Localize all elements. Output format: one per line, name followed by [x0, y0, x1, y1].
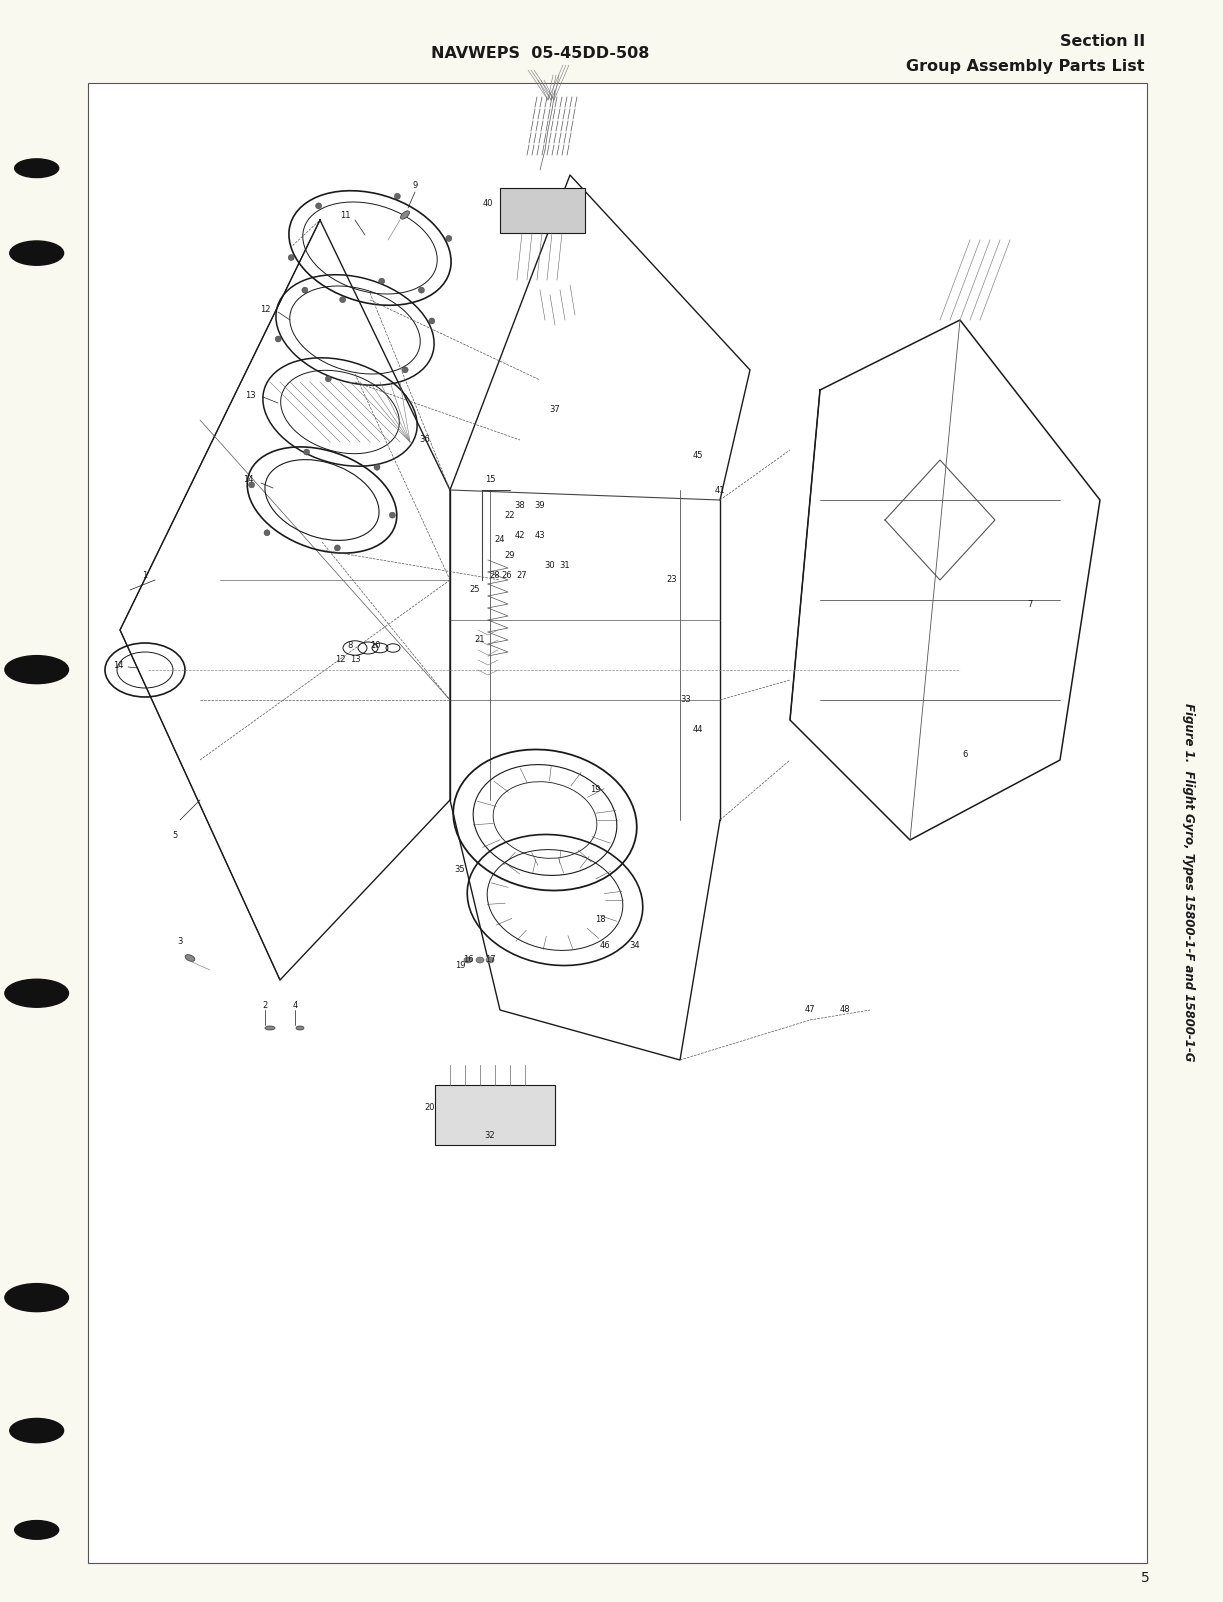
- Ellipse shape: [316, 203, 322, 208]
- Text: 45: 45: [692, 450, 703, 460]
- Text: 48: 48: [840, 1006, 850, 1014]
- Text: 14: 14: [113, 660, 124, 670]
- Text: 15: 15: [484, 476, 495, 484]
- Text: 14: 14: [242, 476, 253, 484]
- Text: 40: 40: [483, 199, 493, 208]
- Text: 35: 35: [455, 865, 465, 875]
- Text: 42: 42: [515, 530, 525, 540]
- Ellipse shape: [400, 211, 410, 219]
- Text: 33: 33: [681, 695, 691, 705]
- Text: 12: 12: [335, 655, 345, 665]
- Text: 13: 13: [245, 391, 256, 399]
- Ellipse shape: [446, 235, 451, 242]
- Text: 19: 19: [589, 785, 600, 795]
- Bar: [500, 187, 585, 232]
- Text: 12: 12: [259, 306, 270, 314]
- Text: 38: 38: [515, 500, 526, 509]
- Text: 32: 32: [484, 1131, 495, 1139]
- Text: 23: 23: [667, 575, 678, 585]
- Ellipse shape: [389, 513, 395, 517]
- Ellipse shape: [429, 317, 435, 324]
- Ellipse shape: [394, 194, 400, 199]
- Text: 24: 24: [495, 535, 505, 545]
- Text: NAVWEPS  05-45DD-508: NAVWEPS 05-45DD-508: [430, 46, 649, 61]
- Ellipse shape: [5, 655, 68, 684]
- Bar: [435, 1085, 555, 1145]
- Text: 25: 25: [470, 585, 481, 594]
- Text: 3: 3: [177, 937, 182, 947]
- Ellipse shape: [476, 956, 484, 963]
- Text: 20: 20: [424, 1104, 435, 1112]
- Text: 7: 7: [1027, 601, 1032, 609]
- Text: 1: 1: [142, 570, 148, 580]
- Text: 10: 10: [369, 641, 380, 649]
- Text: 47: 47: [805, 1006, 816, 1014]
- Ellipse shape: [374, 465, 380, 471]
- Text: 46: 46: [599, 940, 610, 950]
- Ellipse shape: [340, 296, 346, 303]
- Ellipse shape: [302, 287, 308, 293]
- Text: 6: 6: [963, 750, 967, 759]
- Ellipse shape: [334, 545, 340, 551]
- Text: 19: 19: [455, 961, 465, 969]
- Text: 39: 39: [534, 500, 545, 509]
- Text: 37: 37: [549, 405, 560, 415]
- Ellipse shape: [5, 979, 68, 1008]
- Text: 41: 41: [714, 485, 725, 495]
- Text: 43: 43: [534, 530, 545, 540]
- Text: 4: 4: [292, 1001, 297, 1009]
- Ellipse shape: [265, 1025, 275, 1030]
- Ellipse shape: [325, 376, 331, 381]
- Text: 2: 2: [263, 1001, 268, 1009]
- Ellipse shape: [296, 1025, 305, 1030]
- Ellipse shape: [185, 955, 194, 961]
- Text: 27: 27: [516, 570, 527, 580]
- Ellipse shape: [5, 1283, 68, 1312]
- Ellipse shape: [486, 956, 494, 963]
- Text: 22: 22: [505, 511, 515, 519]
- Ellipse shape: [303, 449, 309, 455]
- Text: 44: 44: [692, 726, 703, 734]
- Text: Group Assembly Parts List: Group Assembly Parts List: [906, 59, 1145, 74]
- Text: 18: 18: [594, 915, 605, 924]
- Ellipse shape: [379, 279, 385, 284]
- Text: 28: 28: [489, 570, 500, 580]
- Text: 31: 31: [560, 561, 570, 569]
- Text: 26: 26: [501, 570, 512, 580]
- Text: Figure 1.  Flight Gyro, Types 15800-1-F and 15800-1-G: Figure 1. Flight Gyro, Types 15800-1-F a…: [1181, 703, 1195, 1061]
- Text: 11: 11: [340, 210, 350, 219]
- Ellipse shape: [10, 240, 64, 266]
- Text: Section II: Section II: [1060, 35, 1145, 50]
- Text: 34: 34: [630, 940, 641, 950]
- Text: 8: 8: [347, 641, 352, 649]
- Ellipse shape: [402, 367, 408, 373]
- Text: 13: 13: [350, 655, 361, 665]
- Text: 5: 5: [172, 830, 177, 839]
- Ellipse shape: [264, 530, 270, 535]
- Text: 36: 36: [419, 436, 430, 444]
- Ellipse shape: [248, 482, 254, 489]
- Bar: [88, 83, 1147, 1564]
- Text: 16: 16: [462, 955, 473, 964]
- Text: 5: 5: [1141, 1572, 1150, 1584]
- Ellipse shape: [418, 287, 424, 293]
- Ellipse shape: [15, 1520, 59, 1540]
- Ellipse shape: [464, 956, 472, 963]
- Text: 17: 17: [484, 955, 495, 964]
- Ellipse shape: [10, 1418, 64, 1443]
- Ellipse shape: [289, 255, 295, 261]
- Ellipse shape: [15, 159, 59, 178]
- Ellipse shape: [275, 336, 281, 343]
- Text: 21: 21: [475, 636, 486, 644]
- Text: 29: 29: [505, 551, 515, 559]
- Text: 30: 30: [544, 561, 555, 569]
- Text: 9: 9: [412, 181, 417, 189]
